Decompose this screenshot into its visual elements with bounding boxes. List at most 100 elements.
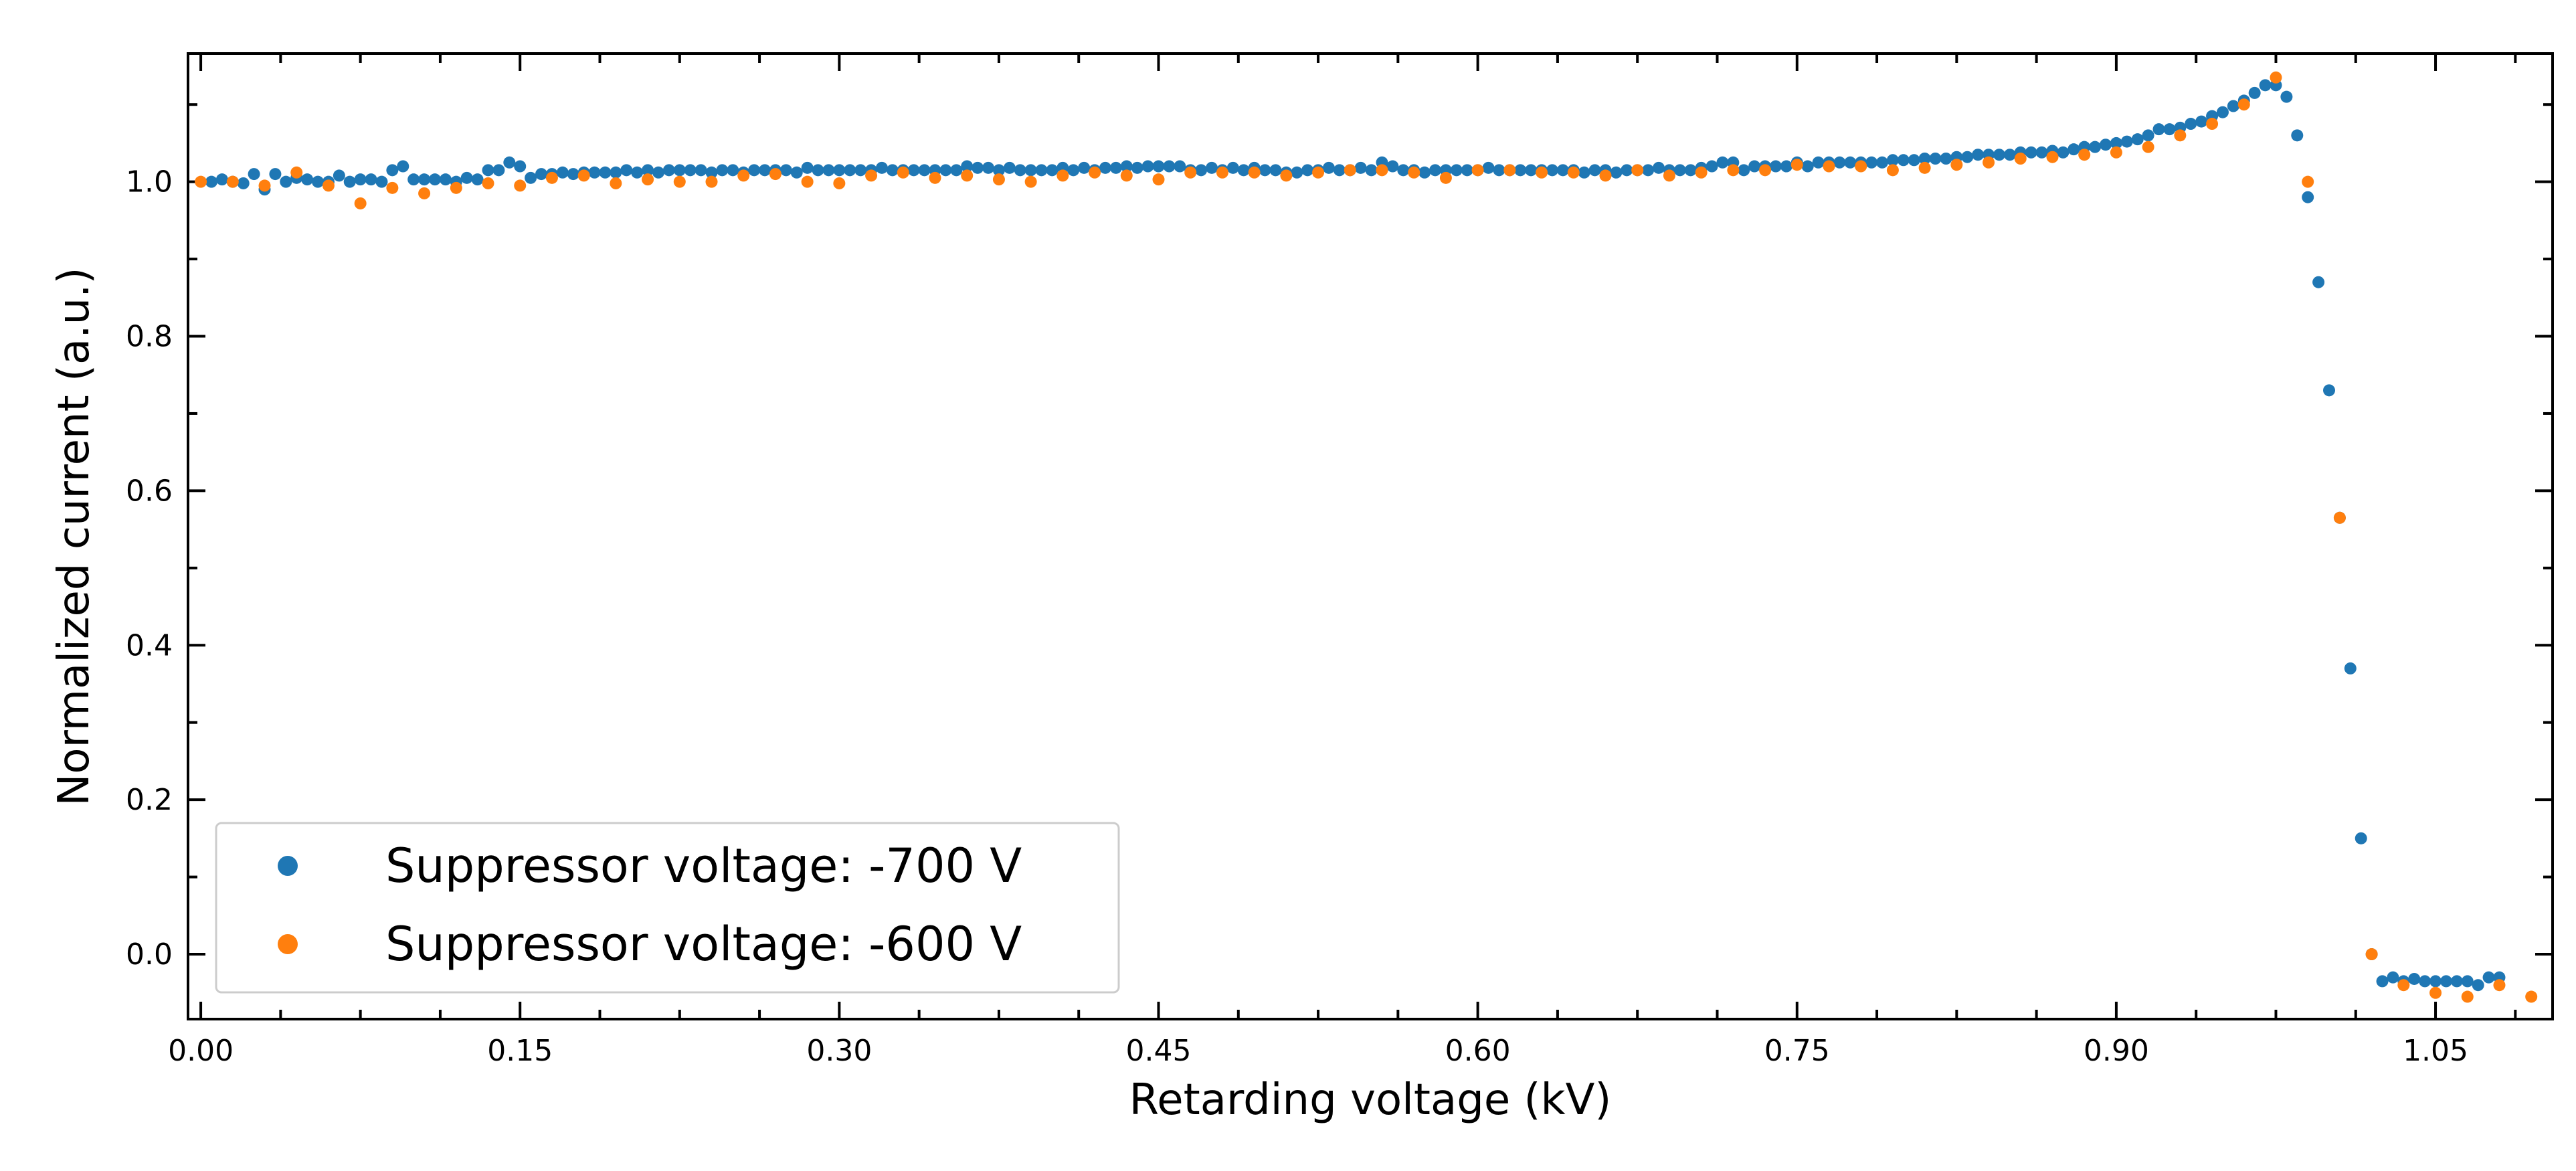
data-point: [695, 164, 707, 177]
data-point: [2482, 971, 2495, 984]
data-point: [1078, 161, 1091, 174]
data-point: [2067, 143, 2080, 156]
data-point: [2142, 129, 2154, 142]
data-point: [1291, 166, 1303, 179]
data-point: [779, 164, 792, 177]
data-point: [1376, 164, 1388, 177]
data-point: [1152, 160, 1165, 173]
data-point: [844, 164, 856, 177]
data-point: [471, 173, 484, 186]
data-point: [2312, 276, 2325, 288]
y-tick-label: 0.8: [126, 320, 173, 354]
data-point: [1738, 164, 1750, 177]
data-point: [2302, 191, 2314, 203]
data-point: [290, 166, 303, 179]
data-point: [439, 173, 452, 186]
data-point: [1823, 160, 1835, 173]
data-point: [1206, 161, 1218, 174]
data-point: [1929, 152, 1942, 165]
data-point: [1886, 154, 1899, 167]
data-point: [1269, 164, 1282, 177]
data-point: [1759, 164, 1772, 177]
data-point: [854, 164, 867, 177]
data-point: [386, 181, 399, 194]
data-point: [2195, 115, 2208, 128]
data-point: [1386, 160, 1399, 173]
data-point: [2344, 662, 2357, 674]
legend-label: Suppressor voltage: -700 V: [385, 838, 1022, 893]
data-point: [1972, 149, 1985, 161]
data-point: [716, 164, 729, 177]
data-point: [2461, 975, 2474, 988]
data-point: [801, 175, 814, 188]
data-point: [237, 177, 250, 189]
data-point: [1429, 164, 1442, 177]
data-point: [1184, 166, 1197, 179]
data-point: [1035, 164, 1048, 177]
data-point: [833, 177, 846, 189]
data-point: [556, 166, 569, 179]
data-point: [1354, 161, 1367, 174]
data-point: [2046, 151, 2059, 163]
data-point: [673, 164, 686, 177]
data-point: [642, 164, 654, 177]
data-point: [525, 171, 537, 184]
data-point: [407, 173, 420, 186]
data-point: [1653, 161, 1665, 174]
data-point: [2461, 990, 2474, 1003]
data-point: [620, 164, 633, 177]
data-point: [1024, 164, 1037, 177]
data-point: [907, 164, 920, 177]
legend-label: Suppressor voltage: -600 V: [385, 917, 1022, 972]
data-point: [1109, 161, 1122, 174]
data-point: [460, 171, 473, 184]
data-point: [1546, 164, 1558, 177]
data-point: [812, 164, 824, 177]
data-point: [1397, 164, 1410, 177]
data-point: [1365, 164, 1378, 177]
data-point: [492, 164, 505, 177]
data-point: [705, 175, 718, 188]
data-point: [1099, 161, 1111, 174]
data-point: [662, 164, 675, 177]
data-point: [397, 160, 409, 173]
data-point: [1801, 160, 1814, 173]
data-point: [322, 179, 335, 192]
data-point: [343, 175, 356, 188]
data-point: [248, 168, 260, 181]
data-point: [610, 166, 622, 179]
data-point: [2302, 175, 2314, 188]
data-point: [354, 173, 367, 186]
data-point: [961, 160, 974, 173]
data-point: [737, 169, 750, 182]
data-point: [992, 173, 1005, 186]
data-point: [1514, 164, 1527, 177]
y-tick-label: 1.0: [126, 165, 173, 199]
data-point: [1408, 166, 1420, 179]
data-point: [705, 166, 718, 179]
data-point: [2089, 141, 2102, 153]
data-point: [1014, 164, 1026, 177]
data-point: [1312, 166, 1325, 179]
data-point: [1790, 159, 1803, 171]
data-point: [195, 175, 207, 188]
data-point: [727, 164, 739, 177]
plot-frame: [187, 52, 2554, 1020]
data-point: [482, 164, 494, 177]
data-point: [333, 169, 345, 182]
data-point: [1174, 160, 1186, 173]
data-point: [2131, 133, 2144, 146]
data-point: [982, 161, 995, 174]
data-point: [1961, 151, 1974, 163]
data-point: [1003, 161, 1016, 174]
data-point: [2216, 106, 2229, 118]
data-point: [2397, 979, 2410, 992]
data-point: [1344, 164, 1356, 177]
data-point: [2110, 146, 2122, 159]
data-point: [1418, 166, 1431, 179]
data-point: [684, 164, 697, 177]
data-point: [1684, 164, 1697, 177]
data-point: [2493, 979, 2506, 992]
data-point: [642, 173, 654, 186]
